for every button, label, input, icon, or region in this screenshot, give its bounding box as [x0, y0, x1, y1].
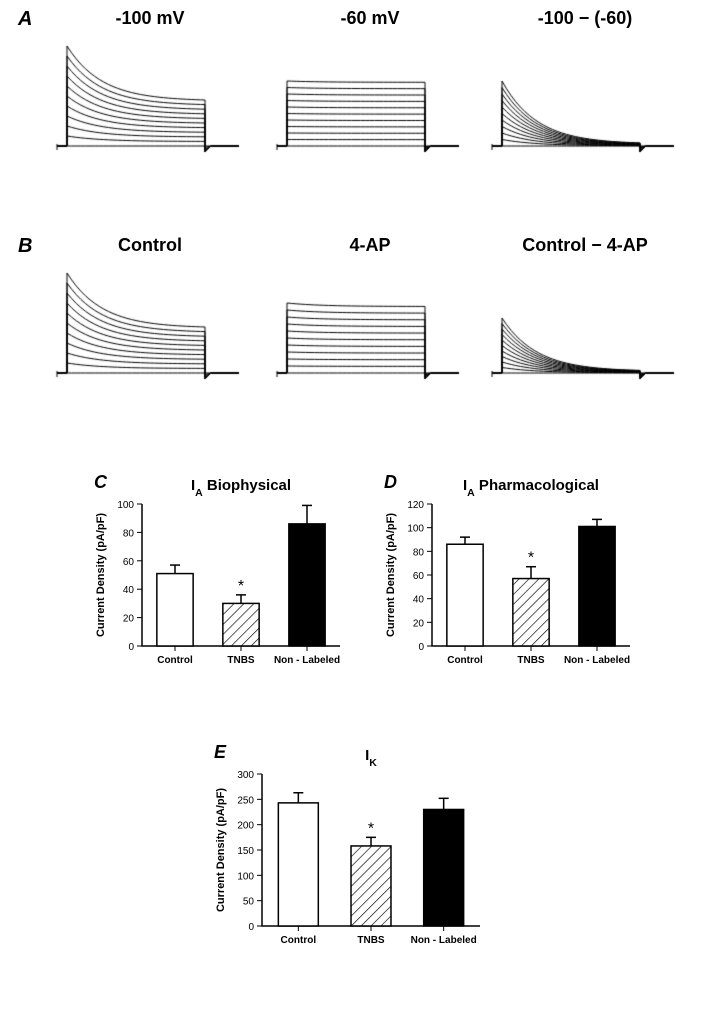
y-tick-label: 0	[128, 642, 134, 653]
x-category-label: TNBS	[227, 655, 255, 666]
bar	[289, 524, 325, 646]
trace-canvas	[275, 261, 465, 391]
trace-title: Control − 4-AP	[490, 235, 680, 256]
chart-title: IA Biophysical	[191, 477, 291, 499]
x-category-label: Non - Labeled	[564, 655, 630, 666]
y-tick-label: 100	[117, 500, 134, 511]
panel-label: D	[384, 472, 397, 492]
panel-label: E	[214, 742, 227, 762]
y-tick-label: 250	[237, 795, 254, 806]
bar	[278, 803, 318, 926]
y-tick-label: 150	[237, 846, 254, 857]
y-tick-label: 0	[248, 922, 254, 933]
y-tick-label: 20	[123, 614, 135, 625]
trace-canvas	[490, 34, 680, 164]
y-tick-label: 60	[413, 571, 425, 582]
panel-label: B	[18, 235, 32, 258]
y-tick-label: 100	[237, 871, 254, 882]
chart-title: IA Pharmacological	[463, 477, 599, 499]
y-tick-label: 40	[413, 595, 425, 606]
x-category-label: TNBS	[517, 655, 545, 666]
y-tick-label: 300	[237, 770, 254, 781]
y-tick-label: 40	[123, 585, 135, 596]
significance-star: *	[368, 820, 374, 837]
bar	[223, 603, 259, 646]
panel-label: C	[94, 472, 108, 492]
bar-chart: C IA Biophysical 0 20 40 60 80 100 Current Densi…	[90, 470, 350, 680]
bar	[424, 809, 464, 926]
trace-canvas	[275, 34, 465, 164]
y-tick-label: 80	[413, 547, 425, 558]
x-category-label: Non - Labeled	[274, 655, 340, 666]
bar	[157, 574, 193, 646]
bar-chart: E IK 0 50 100 150 200 250 300 Current Density (pA…	[210, 740, 490, 960]
y-tick-label: 50	[243, 897, 255, 908]
trace-title: -100 mV	[55, 8, 245, 29]
significance-star: *	[528, 550, 534, 567]
trace-title: -100 − (-60)	[490, 8, 680, 29]
x-category-label: TNBS	[357, 935, 385, 946]
y-tick-label: 60	[123, 557, 135, 568]
y-tick-label: 0	[418, 642, 424, 653]
trace-canvas	[55, 34, 245, 164]
trace-title: -60 mV	[275, 8, 465, 29]
y-tick-label: 20	[413, 618, 425, 629]
trace-canvas	[490, 261, 680, 391]
y-axis-label: Current Density (pA/pF)	[385, 513, 397, 637]
bar-chart: D IA Pharmacological 0 20 40 60 80 100 120 Curren…	[380, 470, 640, 680]
y-tick-label: 80	[123, 528, 135, 539]
y-axis-label: Current Density (pA/pF)	[215, 788, 227, 912]
x-category-label: Non - Labeled	[411, 935, 477, 946]
bar	[579, 526, 615, 646]
trace-title: Control	[55, 235, 245, 256]
trace-title: 4-AP	[275, 235, 465, 256]
chart-title: IK	[365, 747, 377, 769]
y-tick-label: 100	[407, 524, 424, 535]
bar	[351, 846, 391, 926]
y-tick-label: 200	[237, 821, 254, 832]
significance-star: *	[238, 578, 244, 595]
bar	[513, 579, 549, 646]
bar	[447, 544, 483, 646]
x-category-label: Control	[157, 655, 193, 666]
x-category-label: Control	[447, 655, 483, 666]
y-axis-label: Current Density (pA/pF)	[95, 513, 107, 637]
x-category-label: Control	[281, 935, 317, 946]
y-tick-label: 120	[407, 500, 424, 511]
trace-canvas	[55, 261, 245, 391]
panel-label: A	[18, 8, 32, 31]
